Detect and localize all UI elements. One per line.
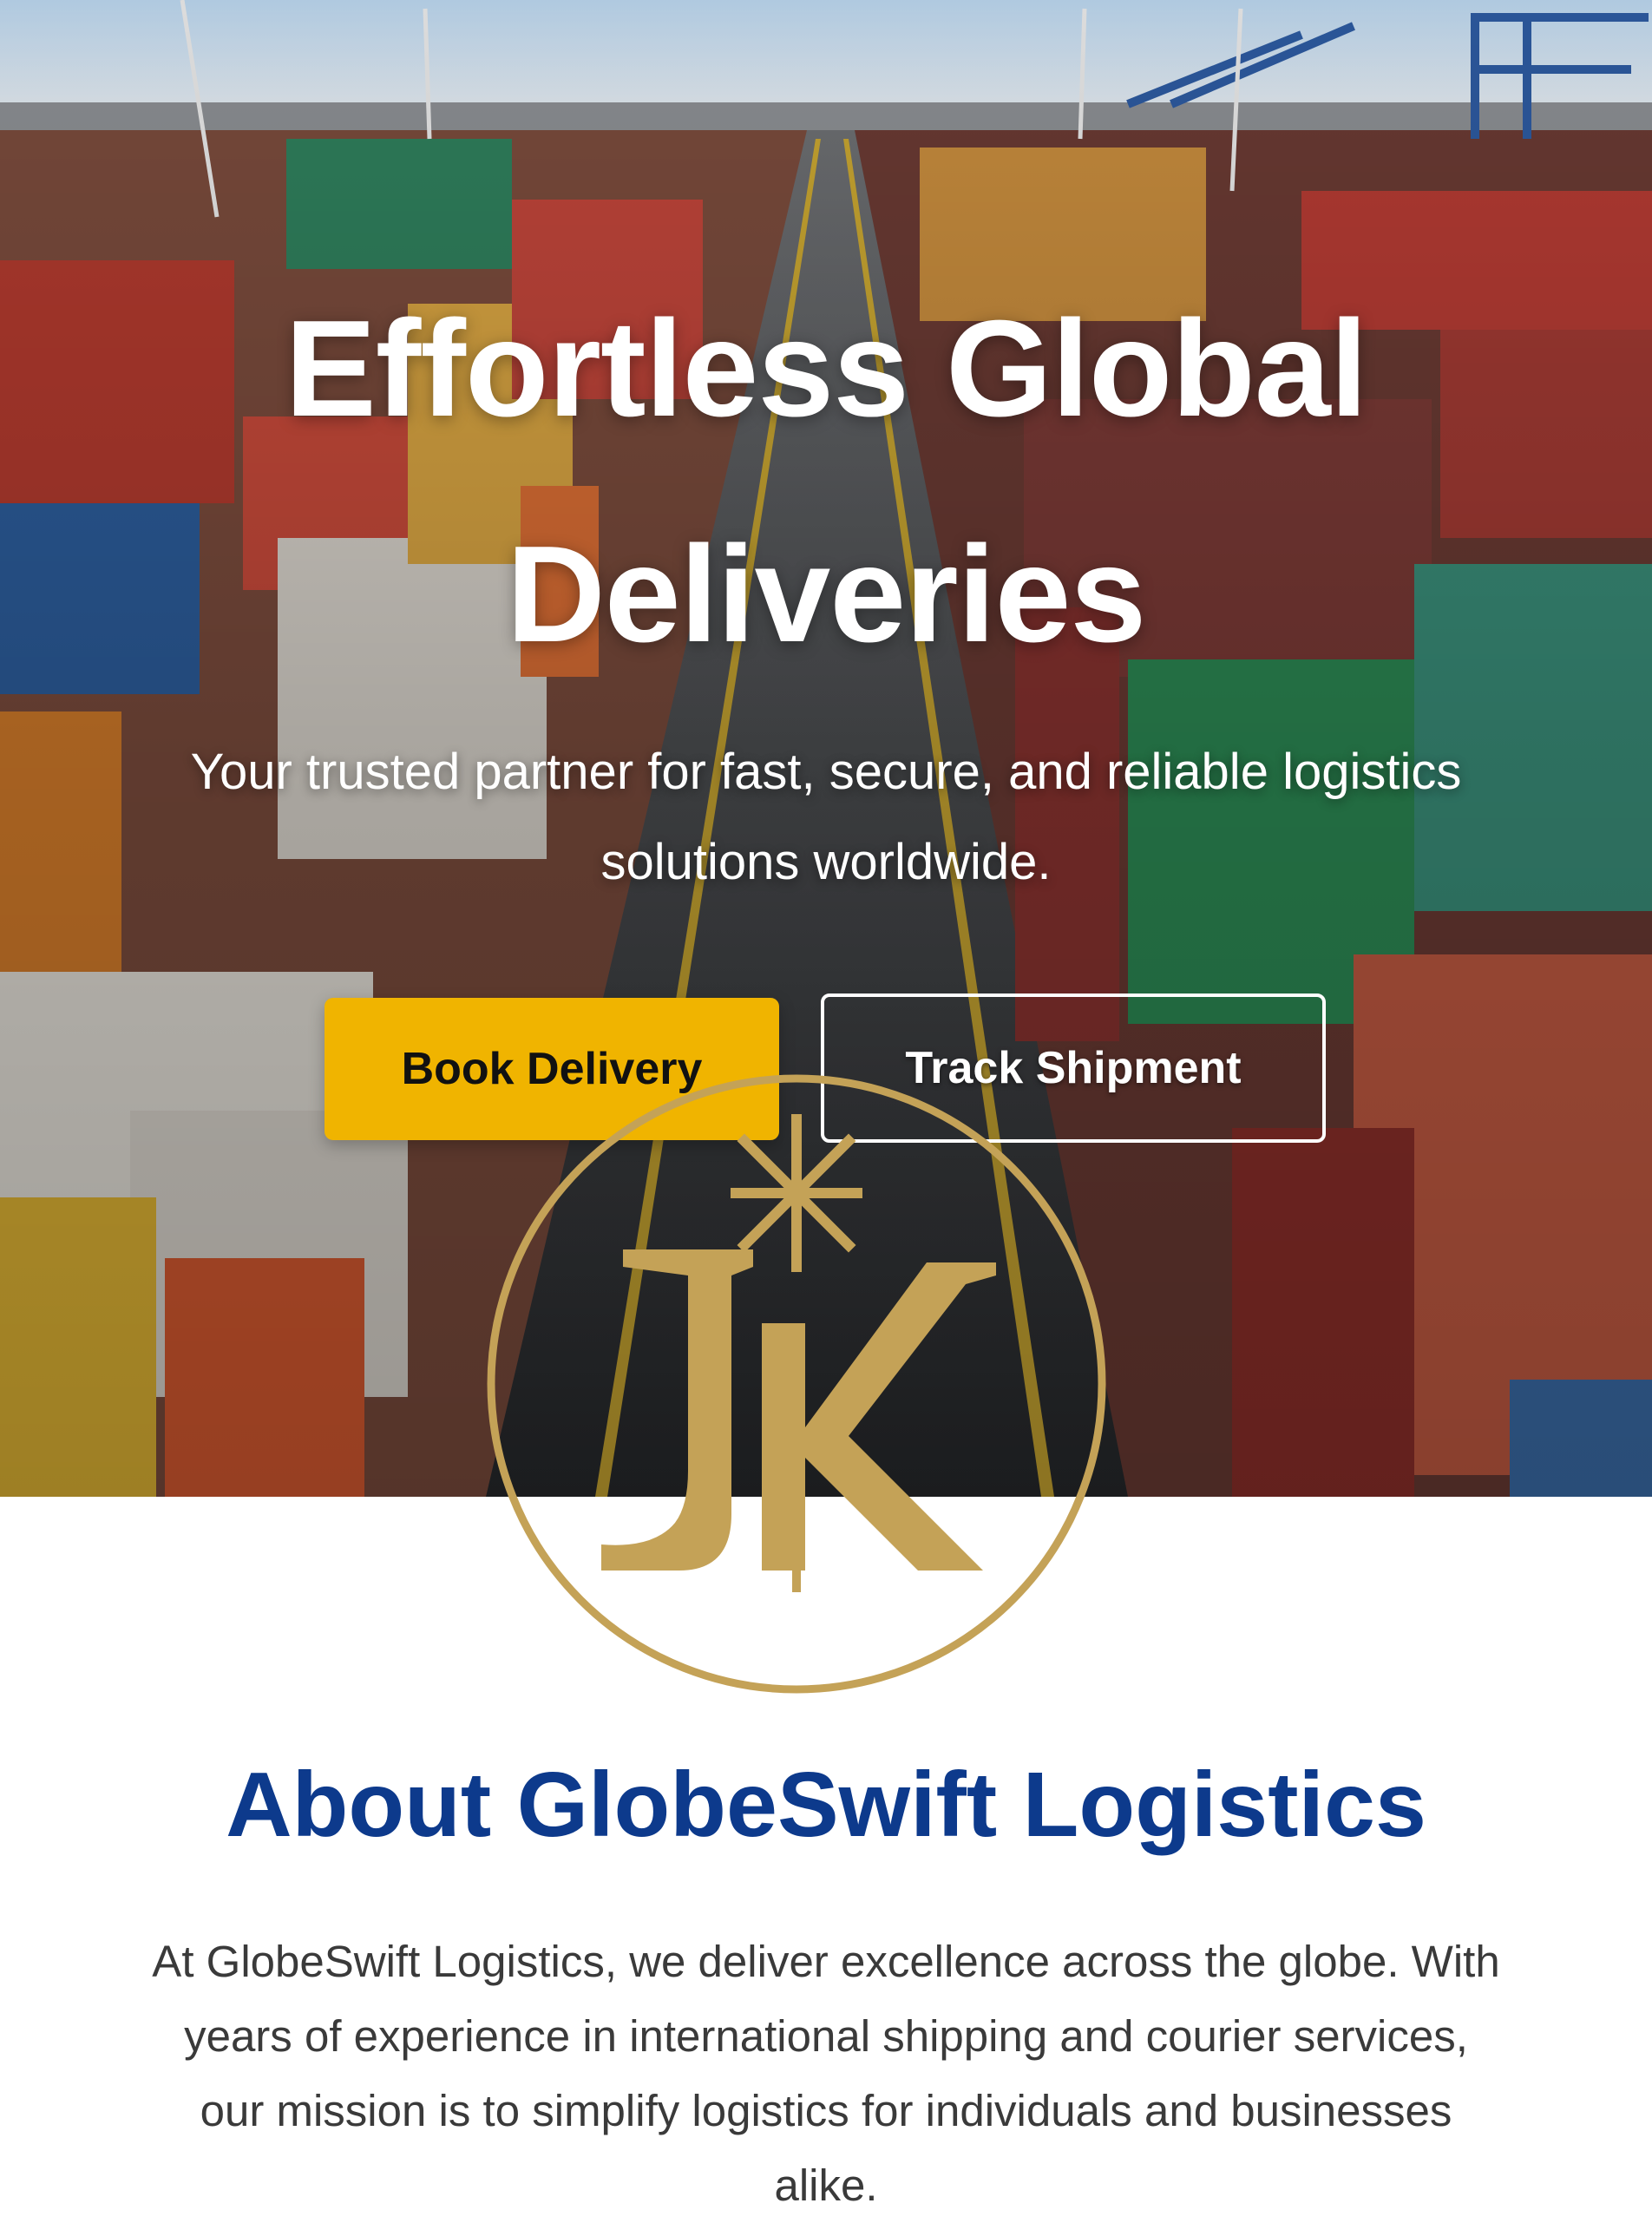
- about-description: At GlobeSwift Logistics, we deliver exce…: [0, 1925, 1652, 2223]
- track-shipment-button[interactable]: Track Shipment: [821, 993, 1326, 1143]
- hero-section: Effortless Global Deliveries Your truste…: [0, 0, 1652, 1497]
- book-delivery-button[interactable]: Book Delivery: [324, 998, 779, 1140]
- hero-content: Effortless Global Deliveries Your truste…: [0, 256, 1652, 1143]
- hero-title-line-2: Deliveries: [506, 518, 1147, 671]
- hero-title: Effortless Global Deliveries: [0, 256, 1652, 707]
- about-text-line-1: At GlobeSwift Logistics, we deliver exce…: [152, 1937, 1500, 1986]
- hero-subtitle: Your trusted partner for fast, secure, a…: [0, 727, 1652, 908]
- about-title: About GlobeSwift Logistics: [226, 1754, 1426, 1856]
- about-text-line-2: years of experience in international shi…: [184, 2011, 1468, 2061]
- about-text-line-3: our mission is to simplify logistics for…: [200, 2086, 1452, 2135]
- about-text-line-4: alike.: [774, 2161, 878, 2210]
- hero-subtitle-line-1: Your trusted partner for fast, secure, a…: [190, 744, 1462, 800]
- hero-title-line-1: Effortless Global: [285, 292, 1367, 445]
- hero-subtitle-line-2: solutions worldwide.: [600, 834, 1052, 890]
- hero-background-image: [0, 0, 1652, 1497]
- jk-monogram-watermark-logo: [487, 1074, 1106, 1694]
